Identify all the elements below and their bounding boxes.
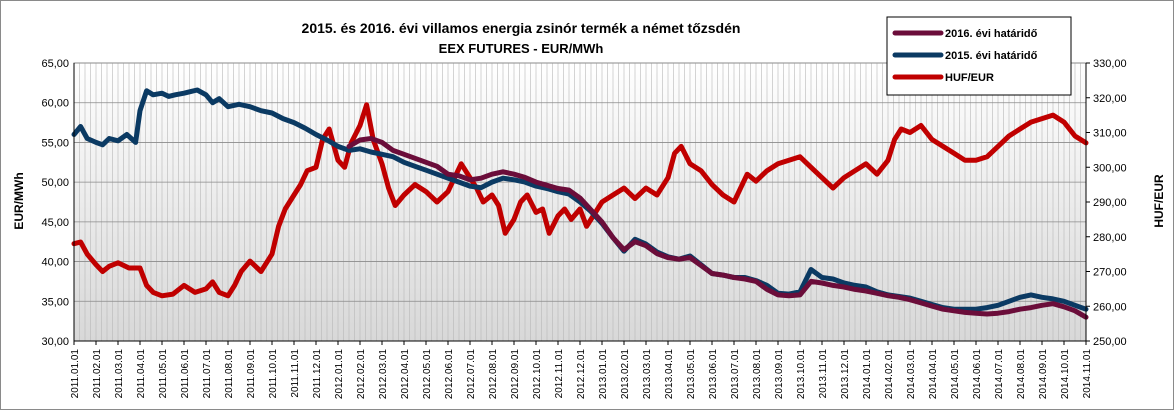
x-tick-label: 2014.06.01: [972, 349, 983, 399]
x-tick-label: 2012.07.01: [466, 349, 477, 399]
x-tick-label: 2012.06.01: [444, 349, 455, 399]
x-tick-label: 2012.09.01: [510, 349, 521, 399]
y-tick-label: 60,00: [41, 98, 69, 110]
y2-tick-label: 290,00: [1093, 197, 1127, 209]
legend-label-2016: 2016. évi határidő: [945, 28, 1038, 40]
x-tick-label: 2012.11.01: [554, 349, 565, 399]
grid: [73, 62, 1087, 342]
x-tick-label: 2013.08.01: [752, 349, 763, 399]
x-tick-label: 2012.01.01: [334, 349, 345, 399]
x-tick-label: 2014.10.01: [1060, 349, 1071, 399]
y-tick-label: 45,00: [41, 217, 69, 229]
y-axis-label: EUR/MWh: [12, 172, 26, 229]
series-group: [71, 87, 1089, 320]
x-tick-label: 2011.10.01: [268, 349, 279, 399]
x-tick-label: 2011.05.01: [158, 349, 169, 399]
x-tick-label: 2011.02.01: [92, 349, 103, 399]
y2-tick-label: 260,00: [1093, 301, 1127, 313]
axes: 30,00 35,00 40,00 45,00 50,00 55,00 60,00 65,00…: [41, 58, 1126, 399]
x-tick-label: 2012.10.01: [532, 349, 543, 399]
x-tick-label: 2014.08.01: [1016, 349, 1027, 399]
x-tick-label: 2014.01.01: [862, 349, 873, 399]
x-tick-label: 2014.11.01: [1082, 349, 1093, 399]
x-tick-label: 2013.12.01: [840, 349, 851, 399]
x-tick-label: 2014.02.01: [884, 349, 895, 399]
x-tick-label: 2014.03.01: [906, 349, 917, 399]
x-tick-label: 2014.04.01: [928, 349, 939, 399]
y-tick-label: 55,00: [41, 137, 69, 149]
x-tick-label: 2014.07.01: [994, 349, 1005, 399]
x-tick-label: 2013.09.01: [774, 349, 785, 399]
y-tick-label: 40,00: [41, 257, 69, 269]
x-tick-label: 2013.11.01: [818, 349, 829, 399]
x-tick-label: 2012.12.01: [576, 349, 587, 399]
x-tick-label: 2014.09.01: [1038, 349, 1049, 399]
x-tick-label: 2013.10.01: [796, 349, 807, 399]
y2-tick-label: 300,00: [1093, 162, 1127, 174]
x-tick-label: 2011.03.01: [114, 349, 125, 399]
y2-tick-label: 320,00: [1093, 93, 1127, 105]
x-tick-label: 2011.12.01: [312, 349, 323, 399]
x-tick-label: 2012.03.01: [378, 349, 389, 399]
legend-label-2015: 2015. évi határidő: [945, 50, 1038, 62]
x-tick-label: 2012.02.01: [356, 349, 367, 399]
chart-subtitle: EEX FUTURES - EUR/MWh: [439, 41, 604, 56]
y-tick-label: 65,00: [41, 58, 69, 70]
x-tick-label: 2011.09.01: [246, 349, 257, 399]
series-line-hufeur: [71, 102, 1089, 299]
y2-axis-label: HUF/EUR: [1152, 174, 1166, 228]
x-tick-label: 2013.01.01: [598, 349, 609, 399]
x-tick-label: 2011.01.01: [70, 349, 81, 399]
x-tick-label: 2014.05.01: [950, 349, 961, 399]
x-tick-label: 2012.08.01: [488, 349, 499, 399]
legend-label-hufeur: HUF/EUR: [945, 72, 994, 84]
x-tick-label: 2012.05.01: [422, 349, 433, 399]
legend: 2016. évi határidő 2015. évi határidő HU…: [886, 16, 1072, 96]
y2-tick-label: 330,00: [1093, 58, 1127, 70]
x-tick-label: 2011.07.01: [202, 349, 213, 399]
x-tick-label: 2013.02.01: [620, 349, 631, 399]
x-tick-label: 2013.06.01: [708, 349, 719, 399]
x-tick-label: 2011.11.01: [290, 349, 301, 398]
y-tick-label: 30,00: [41, 336, 69, 348]
x-tick-label: 2013.03.01: [642, 349, 653, 399]
y-tick-label: 35,00: [41, 296, 69, 308]
x-tick-label: 2011.06.01: [180, 349, 191, 399]
y2-tick-label: 280,00: [1093, 232, 1127, 244]
series-line-2016: [346, 136, 1089, 320]
x-tick-label: 2013.05.01: [686, 349, 697, 399]
x-tick-label: 2011.08.01: [224, 349, 235, 399]
y2-tick-label: 310,00: [1093, 128, 1127, 140]
y2-tick-label: 250,00: [1093, 336, 1127, 348]
y-tick-label: 50,00: [41, 177, 69, 189]
chart-title: 2015. és 2016. évi villamos energia zsin…: [302, 20, 741, 36]
x-tick-label: 2013.04.01: [664, 349, 675, 399]
x-tick-label: 2011.04.01: [136, 349, 147, 399]
y2-tick-label: 270,00: [1093, 267, 1127, 279]
x-tick-label: 2013.07.01: [730, 349, 741, 399]
x-tick-label: 2012.04.01: [400, 349, 411, 399]
